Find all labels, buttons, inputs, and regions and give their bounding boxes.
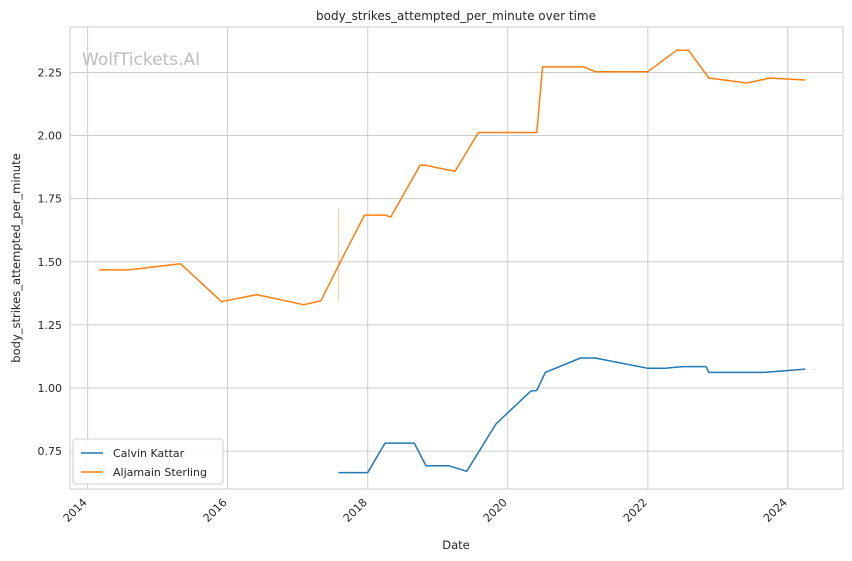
gridlines bbox=[70, 27, 843, 489]
series-lines bbox=[98, 49, 806, 474]
x-tick-label: 2020 bbox=[481, 496, 510, 525]
watermark: WolfTickets.AI bbox=[82, 50, 200, 70]
y-tick-label: 1.50 bbox=[38, 256, 63, 269]
x-tick-label: 2022 bbox=[621, 496, 650, 525]
x-axis-title: Date bbox=[442, 538, 470, 552]
x-tick-label: 2014 bbox=[61, 496, 90, 525]
series-line-aljamain-sterling bbox=[98, 49, 806, 306]
x-tick-labels: 2014 2016 2018 2020 2022 2024 bbox=[61, 496, 790, 525]
legend-label-aljamain-sterling: Aljamain Sterling bbox=[113, 466, 207, 479]
plot-area bbox=[69, 26, 844, 490]
y-tick-label: 1.75 bbox=[38, 193, 63, 206]
y-axis-title: body_strikes_attempted_per_minute bbox=[9, 153, 23, 362]
chart-title: body_strikes_attempted_per_minute over t… bbox=[316, 9, 596, 23]
y-tick-labels: 0.75 1.00 1.25 1.50 1.75 2.00 2.25 bbox=[38, 66, 63, 458]
x-tick-label: 2016 bbox=[201, 496, 230, 525]
series-line-calvin-kattar bbox=[338, 357, 806, 474]
y-tick-label: 2.25 bbox=[38, 66, 63, 79]
y-tick-label: 1.00 bbox=[38, 382, 63, 395]
y-tick-label: 2.00 bbox=[38, 130, 63, 143]
y-tick-label: 0.75 bbox=[38, 445, 63, 458]
legend-box bbox=[72, 438, 224, 485]
y-tick-label: 1.25 bbox=[38, 319, 63, 332]
legend: Calvin Kattar Aljamain Sterling bbox=[72, 438, 224, 485]
x-tick-label: 2018 bbox=[341, 496, 370, 525]
legend-label-calvin-kattar: Calvin Kattar bbox=[113, 447, 185, 460]
x-tick-label: 2024 bbox=[761, 496, 790, 525]
